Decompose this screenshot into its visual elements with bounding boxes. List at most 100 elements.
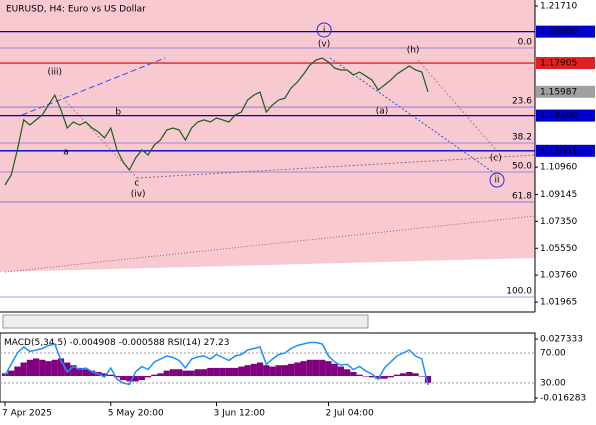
y-tick-label: 1.09145: [540, 190, 577, 200]
y-tick-label: 1.05550: [540, 244, 577, 254]
macd-bar: [312, 359, 320, 377]
toolbar-strip: [2, 314, 369, 329]
macd-bar: [393, 374, 401, 377]
macd-bar: [20, 362, 27, 377]
macd-bar: [325, 361, 332, 377]
macd-bar: [337, 366, 345, 377]
level-label: 1.14400: [540, 111, 577, 121]
macd-bar: [157, 373, 164, 377]
indicator-value: 27.23: [204, 338, 230, 348]
fib-label: 38.2: [512, 133, 532, 143]
x-tick-label: 5 May 20:00: [108, 409, 164, 419]
y2-tick-label: 70.00: [540, 349, 566, 359]
fib-label: 50.0: [512, 161, 532, 171]
indicator-name: RSI(14): [168, 338, 201, 348]
macd-bar: [57, 358, 65, 377]
macd-bar: [51, 359, 58, 377]
level-label: 1.20000: [540, 27, 577, 37]
macd-bar: [200, 369, 208, 377]
trend-line: [136, 154, 536, 179]
macd-bar: [138, 376, 145, 381]
macd-bar: [232, 367, 239, 377]
macd-bar: [169, 369, 177, 377]
wave-label: (a): [376, 106, 389, 116]
macd-bar: [356, 374, 363, 377]
macd-bar: [64, 362, 71, 377]
macd-bar: [45, 361, 52, 377]
macd-bar: [412, 373, 419, 377]
x-tick-label: 7 Apr 2025: [2, 409, 52, 419]
trend-line: [4, 215, 536, 273]
macd-bar: [82, 369, 89, 377]
macd-bar: [381, 376, 388, 379]
macd-bar: [132, 376, 139, 382]
indicator-value: -0.004908: [70, 338, 116, 348]
toolbar: [2, 314, 369, 329]
level-label-box: [536, 57, 595, 70]
y-tick-label: 1.21710: [540, 1, 577, 11]
macd-bar: [256, 362, 264, 377]
price-line: [4, 57, 429, 186]
wave-label: c: [134, 179, 139, 189]
macd-bar: [350, 371, 357, 377]
fib-label: 23.6: [512, 97, 532, 107]
macd-bar: [32, 358, 40, 377]
wave-label: b: [115, 107, 121, 117]
wave-label: (c): [490, 154, 502, 164]
trend-line: [329, 57, 498, 176]
macd-bar: [107, 374, 114, 377]
macd-bar: [207, 367, 214, 377]
fib-label: 100.0: [506, 287, 532, 297]
last-price-box: [536, 85, 595, 98]
macd-bar: [406, 371, 413, 377]
macd-bar: [176, 369, 183, 377]
macd-bar: [319, 359, 326, 377]
indicator-header: MACD(5,34,5) -0.004908 -0.000588 RSI(14)…: [4, 338, 229, 348]
wave-circle: [316, 22, 332, 38]
rsi-line: [4, 341, 429, 386]
macd-bar: [281, 365, 289, 377]
wave-label: (iii): [47, 67, 62, 77]
macd-bar: [418, 376, 425, 377]
level-label-box: [536, 144, 595, 157]
macd-bar: [306, 359, 313, 377]
macd-bar: [88, 370, 96, 377]
wave-label: (h): [407, 45, 420, 55]
level-label-box: [536, 25, 595, 38]
y-tick-label: 0.027333: [540, 335, 583, 345]
fib-label: 0.0: [518, 37, 533, 47]
macd-bar: [188, 370, 195, 377]
macd-bar: [39, 359, 46, 377]
macd-bar: [375, 376, 382, 379]
macd-bar: [8, 370, 15, 377]
macd-bar: [275, 365, 282, 377]
indicator-name: MACD(5,34,5): [4, 338, 67, 348]
macd-bar: [120, 376, 127, 381]
macd-bar: [300, 361, 307, 377]
macd-bar: [213, 367, 220, 377]
macd-bar: [238, 366, 245, 377]
level-label: 1.17905: [540, 59, 577, 69]
macd-bar: [387, 376, 394, 378]
macd-bar: [244, 365, 251, 377]
macd-bar: [76, 367, 83, 377]
macd-bar: [14, 366, 21, 377]
wave-label: (v): [318, 39, 330, 49]
trend-line: [21, 57, 166, 116]
macd-bar: [219, 367, 226, 377]
y2-tick-label: 30.00: [540, 379, 566, 389]
macd-bar: [331, 363, 338, 377]
macd-bar: [400, 373, 407, 377]
y-tick-label: 1.01965: [540, 298, 577, 308]
indicator-value: -0.000588: [119, 338, 165, 348]
y-tick-label: 1.10960: [540, 163, 577, 173]
macd-bar: [344, 369, 351, 377]
macd-bar: [194, 369, 201, 377]
x-tick-label: 3 Jun 12:00: [214, 409, 266, 419]
macd-bar: [225, 367, 233, 377]
macd-bar: [250, 363, 257, 377]
wave-label: ii: [495, 176, 500, 186]
macd-bar: [163, 370, 170, 377]
macd-bar: [70, 365, 77, 377]
